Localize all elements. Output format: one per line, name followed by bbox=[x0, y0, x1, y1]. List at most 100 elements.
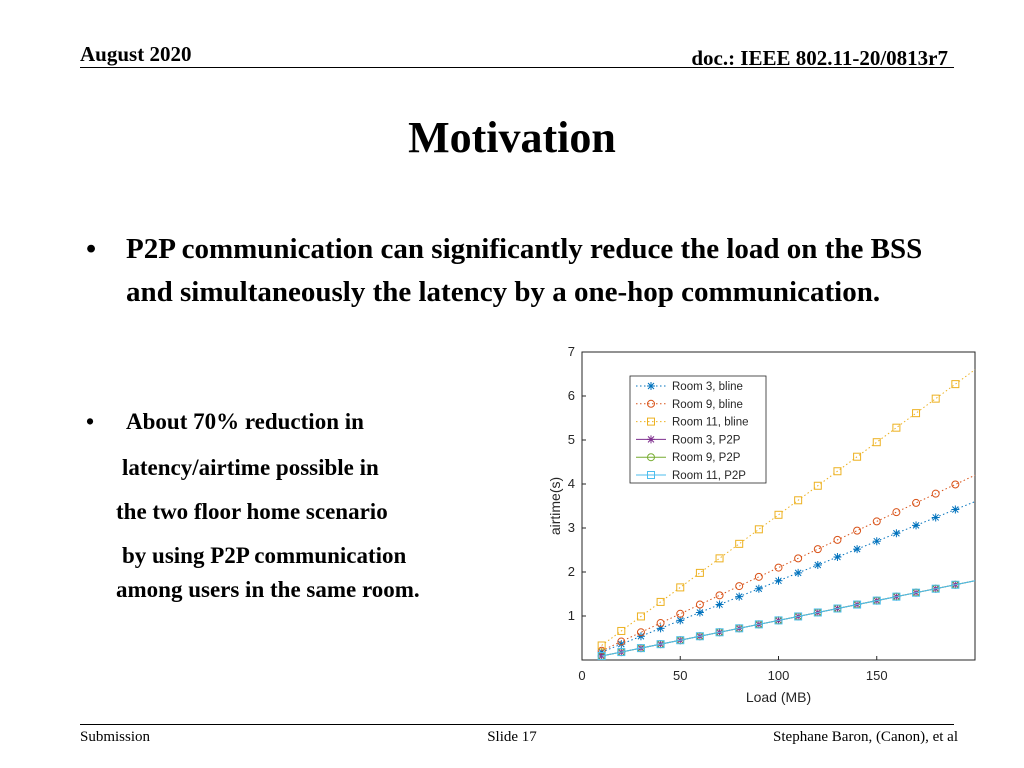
data-point bbox=[892, 508, 901, 517]
data-point bbox=[647, 471, 655, 479]
x-tick-label: 150 bbox=[866, 668, 888, 683]
data-point bbox=[813, 560, 822, 569]
bullet-p2p: • P2P communication can significantly re… bbox=[86, 228, 926, 314]
chart-legend: Room 3, bline Room 9, bline Room 11, bline… bbox=[629, 375, 767, 484]
data-point bbox=[853, 545, 862, 554]
legend-entry: Room 3, bline bbox=[672, 381, 743, 393]
data-point bbox=[833, 604, 842, 613]
data-point bbox=[872, 438, 881, 447]
data-point bbox=[715, 628, 724, 637]
footer-slide-number: Slide 17 bbox=[487, 729, 537, 745]
data-point bbox=[735, 624, 744, 633]
data-point bbox=[794, 496, 803, 505]
data-point bbox=[912, 409, 921, 418]
data-point bbox=[951, 505, 960, 514]
data-point bbox=[636, 644, 645, 653]
data-point bbox=[892, 592, 901, 601]
data-point bbox=[735, 592, 744, 601]
data-point bbox=[853, 600, 862, 609]
data-point bbox=[695, 632, 704, 641]
data-point bbox=[774, 563, 783, 572]
data-point bbox=[951, 580, 960, 589]
y-tick-label: 2 bbox=[568, 564, 575, 579]
legend-entry: Room 9, P2P bbox=[672, 452, 741, 464]
bullet-line-2: latency/airtime possible in bbox=[122, 455, 379, 480]
y-tick-label: 1 bbox=[568, 608, 575, 623]
data-point bbox=[813, 481, 822, 490]
data-point bbox=[636, 628, 645, 637]
data-point bbox=[872, 596, 881, 605]
y-tick-label: 5 bbox=[568, 432, 575, 447]
x-axis-label: Load (MB) bbox=[746, 689, 811, 705]
y-axis-label: airtime(s) bbox=[547, 477, 563, 535]
data-point bbox=[931, 394, 940, 403]
data-point bbox=[636, 612, 645, 621]
series-2 bbox=[597, 474, 976, 655]
data-point bbox=[833, 553, 842, 562]
slide-title: Motivation bbox=[408, 113, 616, 162]
bullet-marker: • bbox=[86, 409, 95, 434]
data-point bbox=[794, 568, 803, 577]
bullet-line-1: About 70% reduction in bbox=[126, 409, 364, 434]
header-doc-id: doc.: IEEE 802.11-20/0813r7 bbox=[691, 46, 948, 70]
data-point bbox=[656, 597, 665, 606]
bullet-marker: • bbox=[86, 233, 97, 265]
legend-entry: Room 9, bline bbox=[672, 399, 743, 411]
legend-entry: Room 11, bline bbox=[672, 417, 749, 429]
data-point bbox=[754, 525, 763, 534]
data-point bbox=[715, 554, 724, 563]
header-divider bbox=[80, 67, 954, 68]
data-point bbox=[676, 583, 685, 592]
footer-submission: Submission bbox=[80, 729, 151, 745]
legend-box bbox=[629, 375, 767, 484]
data-point bbox=[872, 537, 881, 546]
data-point bbox=[774, 616, 783, 625]
data-point bbox=[617, 626, 626, 635]
y-tick-label: 7 bbox=[568, 344, 575, 359]
legend-entry: Room 3, P2P bbox=[672, 434, 741, 446]
data-point bbox=[647, 382, 655, 390]
data-point bbox=[853, 452, 862, 461]
airtime-chart: 0 50 100 150 1 2 3 4 5 6 7 Load (MB) airtime(s) Room … bbox=[547, 344, 976, 705]
data-point bbox=[813, 545, 822, 554]
data-point bbox=[695, 600, 704, 609]
data-point bbox=[676, 616, 685, 625]
data-point bbox=[676, 636, 685, 645]
footer-divider bbox=[80, 724, 954, 725]
data-point bbox=[892, 529, 901, 538]
data-point bbox=[794, 612, 803, 621]
data-point bbox=[931, 489, 940, 498]
data-point bbox=[951, 480, 960, 489]
y-tick-label: 6 bbox=[568, 388, 575, 403]
x-tick-label: 100 bbox=[768, 668, 790, 683]
data-point bbox=[892, 423, 901, 432]
data-point bbox=[735, 539, 744, 548]
data-point bbox=[833, 535, 842, 544]
data-point bbox=[715, 591, 724, 600]
bullet-line-4: by using P2P communication bbox=[122, 543, 407, 568]
legend-entry: Room 11, P2P bbox=[672, 470, 746, 482]
data-point bbox=[617, 648, 626, 657]
x-tick-label: 50 bbox=[673, 668, 687, 683]
data-point bbox=[617, 640, 626, 649]
data-point bbox=[735, 582, 744, 591]
data-point bbox=[754, 572, 763, 581]
series-6 bbox=[597, 580, 976, 661]
data-point bbox=[647, 435, 655, 444]
series-3 bbox=[597, 369, 976, 650]
data-point bbox=[597, 641, 606, 650]
data-point bbox=[912, 521, 921, 530]
data-point bbox=[813, 608, 822, 617]
header-date: August 2020 bbox=[80, 42, 192, 66]
data-point bbox=[912, 588, 921, 597]
data-point bbox=[754, 584, 763, 593]
data-point bbox=[715, 600, 724, 609]
data-point bbox=[597, 652, 606, 661]
series-line bbox=[601, 501, 976, 653]
data-point bbox=[647, 417, 655, 426]
data-point bbox=[853, 526, 862, 535]
data-point bbox=[695, 568, 704, 577]
data-point bbox=[774, 576, 783, 585]
data-point bbox=[647, 453, 655, 462]
data-point bbox=[931, 513, 940, 522]
